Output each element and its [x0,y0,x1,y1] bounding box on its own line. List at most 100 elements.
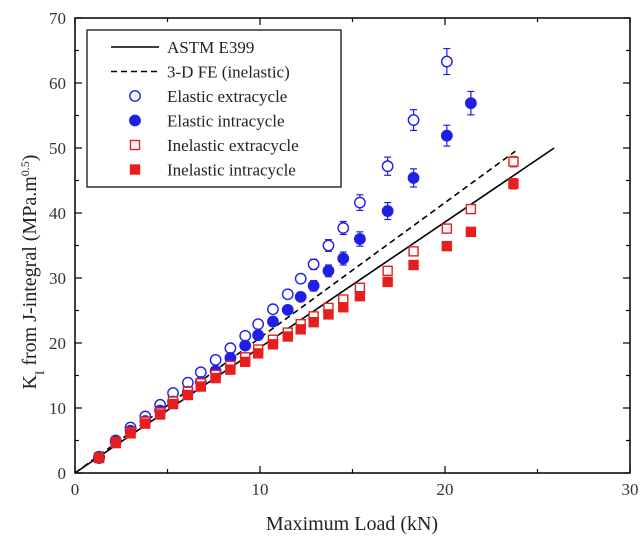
x-axis-label: Maximum Load (kN) [266,513,438,535]
legend-label: Inelastic extracycle [167,136,299,155]
data-point [408,259,419,271]
x-tick-label: 30 [622,480,639,499]
data-point [239,339,252,352]
legend-marker-swatch [129,139,141,151]
data-point [465,226,477,238]
x-tick-label: 20 [437,480,454,499]
series-line [74,147,555,474]
data-point [252,318,265,331]
legend-marker-swatch [129,90,141,102]
data-point [195,381,207,392]
data-point [210,372,221,384]
legend-marker-swatch [129,114,141,127]
data-point [307,258,320,271]
y-tick-label: 60 [49,74,66,93]
data-point [267,315,279,328]
data-point [407,171,420,184]
data-point [281,288,294,301]
data-point [294,290,307,303]
y-tick-label: 70 [49,9,66,28]
legend-label: 3-D FE (inelastic) [167,63,290,82]
data-point [354,282,366,293]
y-axis-label-mid: from J-integral (MPa.m [19,176,41,371]
y-tick-label: 10 [49,399,66,418]
data-point [464,97,477,110]
data-point [182,389,194,401]
data-point [281,303,294,316]
legend-item-elastic-extracycle: Elastic extracycle [129,87,287,106]
data-point [294,272,307,285]
y-axis-label: KI from J-integral (MPa.m0.5) [18,155,47,390]
legend-box [86,29,342,188]
series-inelastic-intracycle [93,177,519,464]
data-point [295,324,306,335]
data-point [407,114,420,126]
data-point [267,339,279,350]
data-point [508,156,519,167]
legend-item-elastic-intracycle: Elastic intracycle [129,112,285,131]
data-point [337,222,350,234]
series-layer [74,47,555,474]
data-point [322,239,335,252]
y-tick-label: 0 [58,464,67,483]
legend: ASTM E399 3-D FE (inelastic) Elastic extra… [86,29,342,188]
y-tick-label: 40 [49,204,66,223]
data-point [440,129,453,142]
data-point [110,437,121,449]
data-point [354,291,366,302]
legend-label: ASTM E399 [167,38,254,57]
y-axis-label-sub: I [32,371,47,375]
legend-marker-swatch [129,164,141,175]
series-astm-e399 [74,147,555,474]
data-point [282,331,293,342]
data-point [224,342,237,355]
data-point [382,265,393,277]
data-point [440,55,453,68]
data-point [381,160,394,173]
data-point [239,356,251,368]
y-tick-label: 20 [49,334,66,353]
data-point [140,418,151,429]
data-point [239,329,252,342]
legend-item-inelastic-intracycle: Inelastic intracycle [129,161,296,180]
y-tick-label: 30 [49,269,66,288]
y-axis-label-main: K [19,374,41,389]
data-point [154,409,166,420]
data-point [267,303,279,316]
data-point [93,452,105,464]
y-axis-label-end: ) [19,155,41,162]
data-point [353,233,366,245]
y-tick-label: 50 [49,139,66,158]
data-point [408,246,419,257]
data-point [465,203,477,215]
data-point [167,398,179,410]
data-point [308,317,319,328]
series-elastic-extracycle [93,47,453,463]
data-point [252,348,264,359]
legend-label: Inelastic intracycle [167,161,296,180]
legend-label: Elastic extracycle [167,87,287,106]
data-point [323,309,334,320]
y-axis-label-sup: 0.5 [18,161,32,176]
data-point [307,279,320,292]
data-point [441,223,453,234]
data-point [252,329,265,342]
data-point [225,364,236,375]
data-point [209,353,222,366]
x-tick-label: 10 [252,480,269,499]
data-point [508,178,519,189]
data-point [353,196,366,209]
data-point [337,252,350,265]
legend-item-3-d-fe-inelastic: 3-D FE (inelastic) [111,63,290,82]
data-point [381,205,394,217]
data-point [322,264,335,277]
data-point [125,428,136,439]
legend-item-astm-e399: ASTM E399 [111,38,254,57]
axis-ticks: 0 10 20 30 0 10 20 30 40 50 60 70 [49,9,639,499]
data-point [194,366,207,379]
legend-item-inelastic-extracycle: Inelastic extracycle [129,136,299,155]
legend-label: Elastic intracycle [167,112,285,131]
data-point [441,240,453,252]
x-tick-label: 0 [71,480,80,499]
